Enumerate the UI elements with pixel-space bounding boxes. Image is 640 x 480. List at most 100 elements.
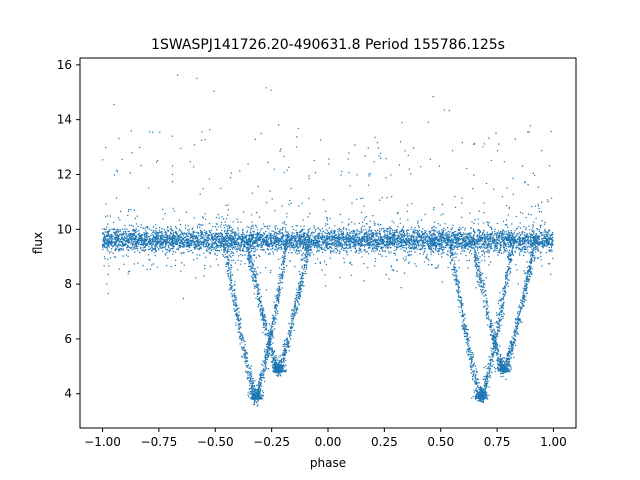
scatter-point xyxy=(354,251,356,253)
scatter-point xyxy=(337,228,339,231)
scatter-point xyxy=(203,235,205,237)
scatter-point xyxy=(442,239,444,242)
scatter-point xyxy=(431,238,433,240)
scatter-point xyxy=(137,237,139,239)
scatter-point xyxy=(226,225,228,227)
scatter-point xyxy=(361,236,363,238)
scatter-point xyxy=(550,233,552,235)
scatter-point xyxy=(259,233,261,236)
scatter-point xyxy=(186,241,188,244)
scatter-point xyxy=(452,224,454,226)
scatter-point xyxy=(135,236,138,238)
scatter-point xyxy=(457,243,459,245)
scatter-point xyxy=(424,230,426,232)
scatter-point xyxy=(548,246,550,249)
scatter-point xyxy=(369,237,371,239)
scatter-point xyxy=(334,245,336,247)
scatter-point xyxy=(278,230,280,233)
scatter-point xyxy=(200,230,202,232)
scatter-point xyxy=(242,233,244,235)
scatter-point xyxy=(236,234,238,236)
scatter-point xyxy=(526,233,528,235)
scatter-point xyxy=(465,244,467,246)
scatter-point xyxy=(334,238,336,240)
scatter-point xyxy=(518,236,521,239)
scatter-point xyxy=(221,229,223,232)
scatter-point xyxy=(515,242,517,244)
scatter-point xyxy=(414,251,416,253)
scatter-point xyxy=(133,238,135,241)
scatter-point xyxy=(105,243,107,245)
scatter-point xyxy=(518,238,520,240)
scatter-point xyxy=(166,242,168,244)
scatter-point xyxy=(127,240,129,243)
scatter-point xyxy=(167,244,170,247)
scatter-point xyxy=(260,249,262,251)
scatter-point xyxy=(195,231,197,234)
scatter-point xyxy=(331,233,333,235)
scatter-point xyxy=(339,228,342,231)
scatter-point xyxy=(275,234,277,237)
scatter-point xyxy=(401,233,404,235)
scatter-point xyxy=(480,245,483,247)
scatter-point xyxy=(295,235,297,237)
scatter-point xyxy=(211,233,213,235)
scatter-point xyxy=(355,251,358,253)
scatter-point xyxy=(328,247,330,250)
scatter-point xyxy=(336,238,338,240)
scatter-point xyxy=(256,237,258,240)
scatter-point xyxy=(137,225,139,228)
scatter-point xyxy=(114,241,117,243)
scatter-point xyxy=(538,238,540,240)
scatter-point xyxy=(304,232,306,234)
scatter-point xyxy=(324,247,326,249)
scatter-point xyxy=(158,229,160,231)
scatter-point xyxy=(501,233,503,236)
scatter-point xyxy=(231,246,233,248)
scatter-point xyxy=(209,230,211,232)
scatter-point xyxy=(347,248,349,250)
scatter-point xyxy=(270,243,273,245)
scatter-point xyxy=(488,235,490,237)
scatter-point xyxy=(241,241,244,243)
scatter-point xyxy=(215,238,217,240)
scatter-point xyxy=(408,242,410,244)
scatter-point xyxy=(300,234,302,236)
scatter-point xyxy=(503,231,506,233)
scatter-point xyxy=(403,238,405,240)
scatter-point xyxy=(230,243,232,246)
scatter-point xyxy=(146,235,148,238)
scatter-point xyxy=(477,244,479,246)
scatter-point xyxy=(441,244,443,246)
scatter-point xyxy=(485,246,487,248)
scatter-point xyxy=(410,228,412,230)
scatter-point xyxy=(310,234,312,237)
scatter-point xyxy=(416,234,419,236)
scatter-point xyxy=(392,231,394,234)
scatter-point xyxy=(539,225,541,227)
scatter-point xyxy=(314,230,317,232)
scatter-point xyxy=(204,229,206,231)
scatter-point xyxy=(131,244,134,246)
scatter-point xyxy=(507,242,509,244)
scatter-point xyxy=(173,241,176,243)
scatter-point xyxy=(138,242,140,244)
scatter-point xyxy=(317,250,319,252)
scatter-point xyxy=(190,233,192,235)
scatter-point xyxy=(525,251,527,254)
scatter-point xyxy=(480,234,482,237)
scatter-point xyxy=(505,238,507,241)
scatter-point xyxy=(368,228,371,230)
scatter-point xyxy=(148,236,151,238)
scatter-point xyxy=(239,236,242,238)
scatter-point xyxy=(227,232,230,234)
scatter-point xyxy=(161,250,164,252)
scatter-point xyxy=(441,229,443,231)
scatter-point xyxy=(114,232,116,235)
scatter-point xyxy=(456,244,458,246)
scatter-point xyxy=(421,246,424,249)
scatter-point xyxy=(532,232,535,234)
scatter-point xyxy=(186,232,188,234)
scatter-point xyxy=(436,231,439,233)
scatter-point xyxy=(324,239,326,242)
